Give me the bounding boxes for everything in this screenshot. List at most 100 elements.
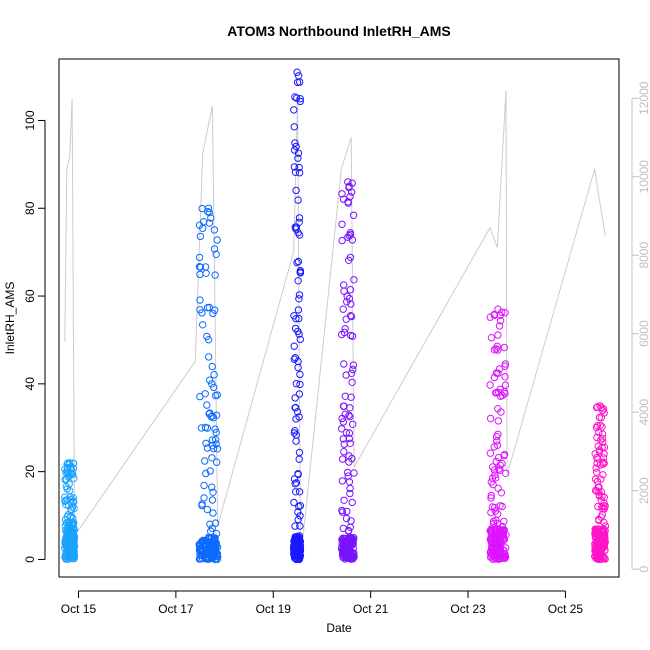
data-point: [292, 488, 300, 496]
x-tick-label: Oct 19: [256, 602, 292, 616]
data-point: [497, 489, 506, 497]
data-point: [290, 123, 298, 131]
data-point: [292, 555, 300, 563]
x-tick-label: Oct 21: [353, 602, 389, 616]
y-tick-label: 40: [23, 377, 37, 391]
data-point: [491, 474, 500, 482]
data-point: [290, 163, 299, 171]
data-point: [292, 415, 300, 423]
data-point: [346, 439, 354, 447]
data-point: [205, 208, 214, 217]
data-point: [349, 211, 358, 220]
data-point: [598, 423, 606, 431]
data-point-max: [494, 305, 502, 313]
data-point: [291, 139, 299, 147]
data-point: [295, 448, 304, 457]
data-point: [500, 343, 509, 352]
data-point: [486, 449, 495, 457]
data-point: [70, 532, 79, 541]
data-point: [293, 78, 302, 87]
data-point: [207, 214, 215, 222]
data-point: [350, 469, 358, 477]
data-point: [291, 168, 300, 177]
data-point: [592, 539, 601, 547]
y2-tick-label: 12000: [637, 81, 650, 115]
data-point: [595, 428, 603, 437]
data-point: [294, 363, 302, 372]
data-point: [496, 461, 504, 469]
data-point: [68, 548, 76, 556]
y-tick-label: 20: [23, 465, 37, 479]
data-point: [209, 509, 217, 517]
data-point: [294, 257, 303, 266]
data-point: [61, 475, 69, 484]
data-point: [498, 551, 506, 559]
data-point: [296, 512, 304, 520]
data-point: [489, 463, 497, 471]
data-point: [591, 475, 600, 483]
data-point: [343, 541, 351, 550]
data-point: [212, 440, 220, 448]
data-point: [489, 480, 497, 489]
data-point: [348, 332, 357, 340]
data-point: [350, 552, 358, 560]
data-point: [213, 550, 222, 558]
data-point: [206, 409, 214, 417]
data-point: [196, 263, 205, 271]
data-point: [69, 470, 77, 479]
data-point: [295, 169, 304, 177]
data-point: [203, 304, 212, 312]
data-point: [197, 544, 206, 553]
data-point: [204, 207, 212, 216]
data-point: [296, 502, 305, 510]
data-point: [206, 520, 214, 528]
data-point: [296, 538, 304, 546]
data-point: [295, 295, 303, 303]
data-point: [291, 522, 299, 530]
data-point: [493, 342, 501, 350]
data-point: [597, 527, 605, 535]
x-tick-label: Oct 17: [158, 602, 194, 616]
data-point: [599, 528, 607, 537]
data-point: [488, 525, 496, 533]
data-point: [593, 459, 601, 467]
data-point: [338, 190, 346, 198]
data-point: [338, 477, 347, 485]
data-point: [348, 378, 356, 386]
data-point: [291, 354, 299, 362]
data-point: [599, 438, 607, 446]
y-tick-label: 100: [23, 110, 37, 130]
data-point: [212, 411, 221, 419]
data-point: [346, 192, 354, 201]
data-point: [344, 468, 352, 477]
data-point: [290, 342, 298, 350]
data-point: [213, 236, 221, 244]
data-point: [61, 493, 69, 501]
y2-tick-label: 4000: [637, 399, 650, 426]
data-point: [292, 545, 300, 553]
data-point: [501, 381, 510, 389]
data-point: [212, 539, 220, 548]
data-point: [340, 448, 348, 456]
data-point: [343, 298, 351, 306]
data-point: [210, 383, 218, 392]
data-point-max: [293, 68, 301, 76]
data-point: [339, 195, 348, 203]
data-point: [206, 546, 215, 554]
data-point: [592, 468, 601, 476]
data-point: [341, 325, 349, 333]
data-point: [490, 503, 499, 512]
data-point: [340, 281, 348, 289]
data-point: [69, 527, 77, 536]
data-point: [295, 555, 303, 564]
data-point: [66, 493, 75, 501]
data-point: [493, 441, 502, 449]
data-point: [595, 492, 603, 500]
data-point: [493, 510, 502, 518]
data-point: [67, 534, 75, 542]
data-point: [495, 525, 503, 534]
data-point: [338, 455, 347, 463]
data-point: [339, 534, 347, 542]
data-point: [346, 547, 354, 556]
